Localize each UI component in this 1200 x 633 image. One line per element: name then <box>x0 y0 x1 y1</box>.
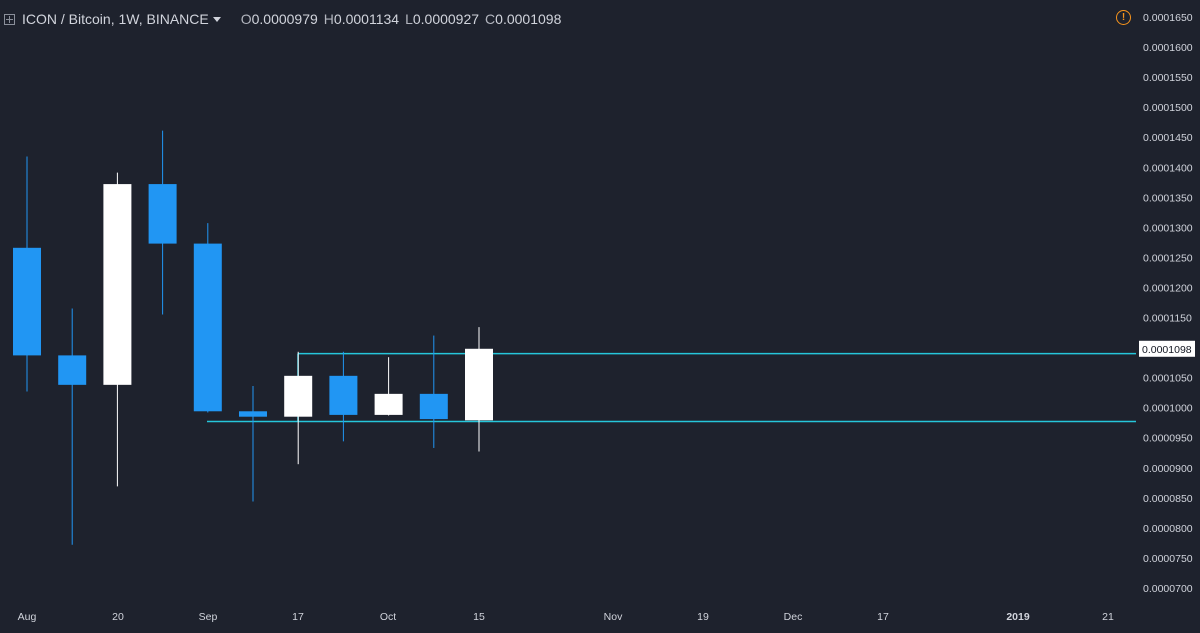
high-label: H <box>323 11 334 27</box>
time-tick-label: Oct <box>380 611 396 623</box>
time-tick-label: Dec <box>784 611 803 623</box>
time-tick-label: 17 <box>877 611 889 623</box>
candle-body <box>148 184 177 244</box>
candle <box>465 327 493 452</box>
close-value: 0.0001098 <box>495 11 562 27</box>
price-tick-label: 0.0001000 <box>1143 403 1193 415</box>
candle <box>374 357 403 416</box>
candle-body <box>239 411 267 417</box>
last-price-label: 0.0001098 <box>1142 344 1192 356</box>
candle <box>329 351 358 442</box>
candle-body <box>419 393 448 420</box>
close-label: C <box>485 11 496 27</box>
candle-body <box>284 375 313 417</box>
price-tick-label: 0.0001300 <box>1143 222 1193 234</box>
time-tick-label: 21 <box>1102 611 1114 623</box>
time-tick-label: 19 <box>697 611 709 623</box>
price-tick-label: 0.0001450 <box>1143 132 1193 144</box>
candle-body <box>58 355 87 385</box>
candle-body <box>465 348 493 421</box>
price-tick-label: 0.0001650 <box>1143 12 1193 24</box>
price-tick-label: 0.0000800 <box>1143 523 1193 535</box>
candle <box>58 308 87 545</box>
price-tick-label: 0.0000700 <box>1143 583 1193 595</box>
candle <box>103 172 132 487</box>
candle-body <box>103 184 132 385</box>
candle <box>193 223 222 413</box>
open-label: O <box>240 11 252 27</box>
candle <box>148 130 177 315</box>
time-tick-label: 20 <box>112 611 124 623</box>
price-tick-label: 0.0001550 <box>1143 72 1193 84</box>
time-tick-label: 2019 <box>1006 611 1030 623</box>
candle-body <box>329 375 358 415</box>
price-tick-label: 0.0001350 <box>1143 192 1193 204</box>
low-label: L <box>405 11 413 27</box>
open-value: 0.0000979 <box>251 11 318 27</box>
price-tick-label: 0.0001150 <box>1143 313 1192 325</box>
symbol-title[interactable]: ICON / Bitcoin, 1W, BINANCE <box>22 11 209 27</box>
price-tick-label: 0.0000850 <box>1143 493 1193 505</box>
price-tick-label: 0.0000900 <box>1143 463 1193 475</box>
candle <box>284 351 313 465</box>
candle <box>419 335 448 448</box>
price-tick-label: 0.0001500 <box>1143 102 1193 114</box>
time-tick-label: Sep <box>199 611 218 623</box>
caret-down-icon[interactable] <box>212 16 221 22</box>
time-tick-label: 15 <box>473 611 485 623</box>
time-tick-label: Nov <box>604 611 623 623</box>
price-tick-label: 0.0001200 <box>1143 282 1193 294</box>
price-tick-label: 0.0001050 <box>1143 373 1193 385</box>
candle <box>239 386 267 502</box>
price-tick-label: 0.0000950 <box>1143 433 1193 445</box>
price-tick-label: 0.0001250 <box>1143 252 1193 264</box>
candle-body <box>13 247 41 356</box>
plus-box-icon[interactable] <box>4 13 15 25</box>
time-tick-label: Aug <box>18 611 37 623</box>
price-tick-label: 0.0001400 <box>1143 162 1193 174</box>
price-tick-label: 0.0001600 <box>1143 42 1193 54</box>
exclamation-circle-icon[interactable]: ! <box>1116 10 1131 25</box>
chart-header: ICON / Bitcoin, 1W, BINANCE O 0.0000979 H… <box>4 9 561 29</box>
high-value: 0.0001134 <box>333 11 400 27</box>
price-tick-label: 0.0000750 <box>1143 553 1193 565</box>
low-value: 0.0000927 <box>412 11 480 27</box>
candle-body <box>374 393 403 415</box>
last-price-tag <box>1139 340 1195 357</box>
time-tick-label: 17 <box>292 611 304 623</box>
candle-body <box>193 243 222 412</box>
candle <box>13 156 41 392</box>
